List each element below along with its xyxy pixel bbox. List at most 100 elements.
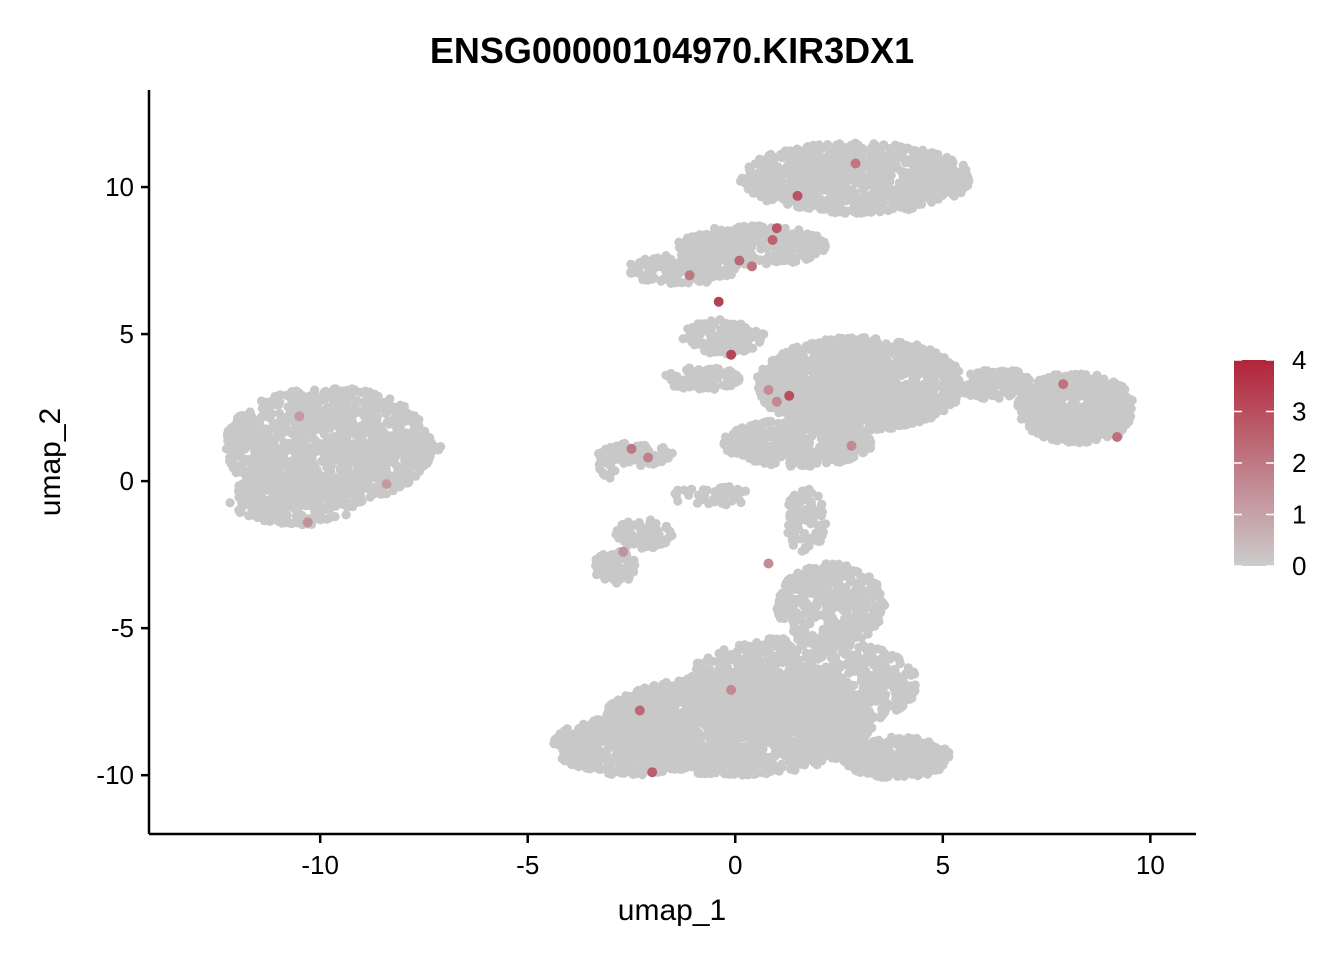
cell-point xyxy=(265,499,275,509)
cell-point xyxy=(883,397,893,407)
cell-point xyxy=(918,356,928,366)
cell-point xyxy=(329,405,339,415)
cell-point xyxy=(725,435,735,445)
cell-point xyxy=(755,170,765,181)
cell-point xyxy=(375,467,385,477)
cell-point xyxy=(884,387,894,397)
cell-point xyxy=(225,498,235,508)
cell-point xyxy=(882,155,892,166)
cell-point xyxy=(828,187,839,197)
cell-point xyxy=(844,375,854,385)
cell-point xyxy=(360,386,370,396)
cell-point xyxy=(854,170,864,180)
cell-point xyxy=(864,416,875,426)
cell-point xyxy=(340,440,350,450)
cell-point xyxy=(292,437,303,447)
cell-point xyxy=(846,429,856,440)
cell-point xyxy=(751,326,761,336)
cell-point xyxy=(820,157,830,167)
cell-point xyxy=(400,474,410,484)
cell-point xyxy=(251,448,261,458)
cell-point xyxy=(806,231,816,241)
cell-point xyxy=(766,416,776,426)
cell-point xyxy=(774,405,784,415)
cell-point xyxy=(266,457,276,467)
cell-point xyxy=(230,441,241,451)
cell-point xyxy=(762,196,772,206)
cell-point xyxy=(796,162,806,172)
cell-point xyxy=(235,505,245,515)
cell-point xyxy=(228,450,239,460)
cell-point xyxy=(365,492,375,502)
cell-point xyxy=(778,424,788,434)
cell-point xyxy=(698,383,708,393)
cell-point xyxy=(795,415,805,425)
cell-point xyxy=(922,412,933,422)
cell-point xyxy=(885,176,895,187)
cell-point xyxy=(383,416,394,427)
cell-point xyxy=(725,240,736,250)
cell-point xyxy=(827,384,837,394)
cell-point xyxy=(361,426,371,436)
cell-point xyxy=(723,258,733,268)
cell-point xyxy=(857,193,867,203)
cell-point xyxy=(817,393,827,403)
cell-point xyxy=(326,433,336,443)
cell-point xyxy=(806,175,816,185)
cell-point xyxy=(405,464,415,474)
cell-point xyxy=(795,202,805,212)
cell-point xyxy=(780,235,790,245)
cell-point xyxy=(712,367,722,377)
cell-point xyxy=(300,427,310,437)
cell-point xyxy=(929,392,939,402)
cell-point xyxy=(873,376,883,386)
cell-point xyxy=(364,440,374,450)
cell-point xyxy=(717,327,727,337)
cell-point xyxy=(266,411,276,421)
cell-point xyxy=(904,409,914,419)
cell-point xyxy=(851,145,862,156)
cell-point xyxy=(274,400,284,410)
cell-point xyxy=(843,142,853,152)
cell-point xyxy=(891,158,901,168)
cell-point xyxy=(426,443,436,453)
cell-point xyxy=(364,404,374,414)
cell-point xyxy=(879,140,889,150)
cell-point xyxy=(296,403,306,413)
cell-point xyxy=(906,196,916,206)
cell-point xyxy=(883,372,893,382)
cell-point xyxy=(242,428,252,438)
cell-point xyxy=(307,454,317,464)
cell-point xyxy=(376,447,386,457)
cell-point xyxy=(887,423,898,433)
cell-point xyxy=(929,177,939,187)
cell-point xyxy=(876,386,886,396)
cell-point xyxy=(900,204,911,214)
cell-point xyxy=(896,144,906,154)
cell-point xyxy=(887,359,898,370)
cell-point xyxy=(329,418,339,428)
cell-point xyxy=(693,322,704,332)
cell-point xyxy=(298,472,308,482)
cell-point xyxy=(641,270,651,281)
cell-point xyxy=(856,177,866,187)
cell-point xyxy=(835,457,845,467)
cell-point xyxy=(710,319,720,329)
cell-point xyxy=(737,327,747,337)
cell-point xyxy=(852,386,862,397)
cell-point xyxy=(254,456,264,466)
cell-point xyxy=(690,232,700,242)
cell-point xyxy=(795,449,805,459)
cell-point xyxy=(335,495,345,505)
cell-point xyxy=(800,379,811,389)
cell-point xyxy=(950,361,960,371)
cell-point xyxy=(281,478,291,488)
cell-point xyxy=(874,158,884,168)
cell-point xyxy=(356,472,366,482)
cell-point xyxy=(821,458,832,468)
cell-point xyxy=(825,145,835,155)
cell-point xyxy=(749,456,760,466)
cell-point xyxy=(308,408,318,418)
cell-point xyxy=(409,416,419,426)
cell-point xyxy=(914,398,924,408)
